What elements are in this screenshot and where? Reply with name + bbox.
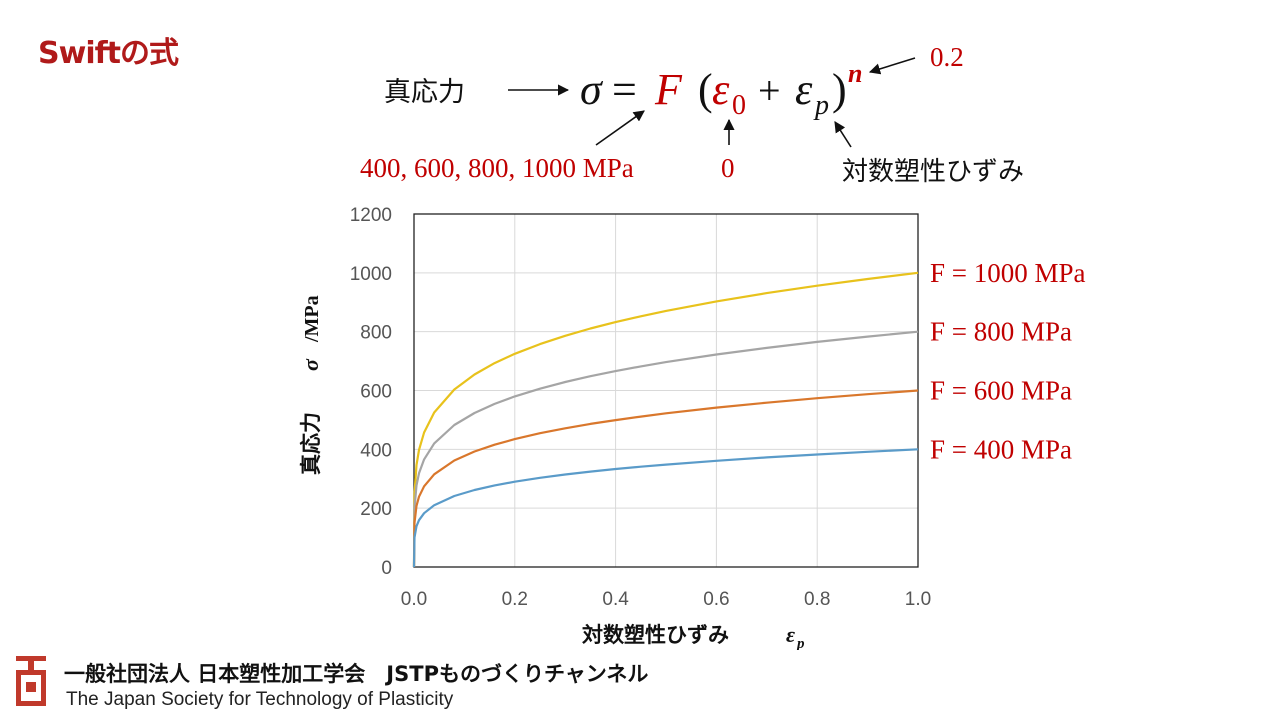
y-axis-label: 真応力	[299, 412, 323, 475]
y-tick-label: 200	[360, 499, 392, 520]
formula-sub-p: p	[813, 90, 829, 121]
chart-grid	[413, 213, 919, 568]
formula-n-value: 0.2	[930, 42, 964, 72]
y-axis-symbol: σ	[298, 358, 323, 371]
y-axis-label-group: 真応力 σ /MPa	[298, 295, 323, 475]
x-tick-label: 0.2	[502, 589, 528, 610]
formula-F-arrow	[595, 110, 645, 146]
formula-eps0: ε	[712, 65, 730, 114]
formula-sigma: σ	[580, 65, 604, 114]
jstp-logo-icon	[16, 656, 46, 706]
formula-close-paren: )	[832, 65, 847, 114]
series-label-F1000: F = 1000 MPa	[930, 258, 1086, 288]
formula-sub-zero: 0	[732, 90, 746, 121]
series-label-F600: F = 600 MPa	[930, 376, 1072, 406]
x-axis-label: 対数塑性ひずみ	[582, 623, 729, 647]
formula-epsp-arrow	[834, 121, 852, 148]
formula-plus: +	[758, 68, 781, 113]
series-line-F400	[412, 448, 919, 568]
x-tick-label: 0.8	[804, 589, 830, 610]
formula-open-paren: (	[698, 65, 713, 114]
chart-legend: F = 1000 MPa F = 800 MPa F = 600 MPa F = 40…	[930, 258, 1086, 465]
formula-n-arrow	[868, 57, 916, 75]
chart-series	[412, 271, 919, 568]
y-tick-label: 400	[360, 440, 392, 461]
y-tick-label: 800	[360, 323, 392, 344]
slide-title: Swiftの式	[38, 36, 179, 71]
formula-equals: =	[612, 65, 637, 114]
formula-lhs-label: 真応力	[384, 77, 465, 108]
formula: 真応力 σ = F ( ε 0 + ε p ) n 0.2 400, 600, …	[360, 42, 1024, 187]
y-tick-label: 600	[360, 382, 392, 403]
y-axis-unit: /MPa	[301, 295, 323, 343]
formula-eps0-value: 0	[721, 153, 735, 183]
chart-tick-labels: 0 200 400 600 800 1000 1200 0.0 0.2 0.4 0.6 0.8 1.0	[350, 205, 931, 610]
formula-epsp-label: 対数塑性ひずみ	[842, 157, 1024, 187]
y-tick-label: 1000	[350, 264, 392, 285]
series-label-F800: F = 800 MPa	[930, 317, 1072, 347]
x-tick-label: 0.0	[401, 589, 427, 610]
x-axis-symbol: ε	[786, 622, 795, 647]
formula-epsp: ε	[795, 65, 813, 114]
formula-F: F	[654, 65, 683, 114]
x-tick-label: 0.6	[703, 589, 729, 610]
series-line-F800	[412, 330, 919, 568]
formula-F-values: 400, 600, 800, 1000 MPa	[360, 153, 634, 183]
y-tick-label: 1200	[350, 205, 392, 226]
footer-org-name-en: The Japan Society for Technology of Plas…	[66, 689, 454, 710]
x-tick-label: 1.0	[905, 589, 931, 610]
footer-org-name: 一般社団法人 日本塑性加工学会 JSTPものづくりチャンネル	[64, 662, 649, 686]
series-line-F600	[412, 389, 919, 568]
formula-exp-n: n	[848, 59, 862, 88]
x-tick-label: 0.4	[602, 589, 629, 610]
x-axis-symbol-sub: p	[795, 636, 805, 650]
y-tick-label: 0	[381, 558, 392, 579]
slide-canvas: 真応力 σ = F ( ε 0 + ε p ) n 0.2 400, 600, …	[298, 42, 1086, 650]
series-label-F400: F = 400 MPa	[930, 434, 1072, 464]
series-line-F1000	[412, 271, 919, 568]
